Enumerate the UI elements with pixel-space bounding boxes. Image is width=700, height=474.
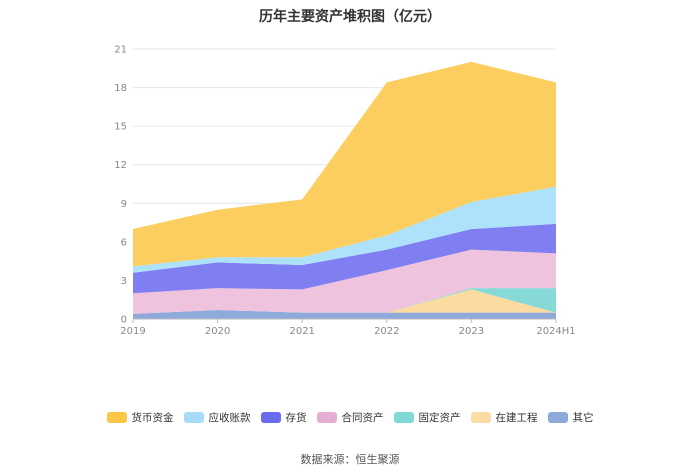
x-tick-label: 2019 — [120, 326, 145, 337]
legend-item[interactable]: 存货 — [260, 410, 307, 425]
x-tick-label: 2020 — [205, 326, 230, 337]
y-tick-label: 12 — [114, 160, 127, 171]
area-series-合同资产 — [133, 249, 556, 314]
legend-item[interactable]: 固定资产 — [393, 410, 461, 425]
area-series-货币资金 — [133, 61, 556, 267]
data-source-note: 数据来源：恒生聚源 — [300, 453, 400, 466]
legend-label: 存货 — [285, 412, 307, 424]
legend-label: 合同资产 — [341, 412, 384, 424]
legend-label: 货币资金 — [131, 412, 174, 424]
axes: 0 3 6 9 12 15 18 21 2019 2020 2021 2022 2023 2024H1 — [114, 45, 575, 338]
legend-swatch — [393, 412, 414, 423]
legend-label: 应收账款 — [208, 412, 251, 424]
x-tick-label: 2022 — [374, 326, 399, 337]
legend-item[interactable]: 合同资产 — [316, 410, 384, 425]
area-series-固定资产 — [133, 288, 556, 314]
area-series-在建工程 — [133, 289, 556, 314]
area-series-应收账款 — [133, 186, 556, 273]
legend-item[interactable]: 在建工程 — [470, 410, 538, 425]
chart-title: 历年主要资产堆积图（亿元） — [259, 9, 441, 25]
y-tick-label: 0 — [121, 315, 127, 326]
legend-swatch — [547, 412, 568, 423]
y-tick-label: 21 — [114, 45, 127, 56]
y-tick-label: 3 — [121, 276, 127, 287]
legend-swatch — [183, 412, 204, 423]
legend-label: 在建工程 — [495, 412, 538, 424]
legend-swatch — [106, 412, 127, 423]
legend-swatch — [260, 412, 281, 423]
y-tick-label: 9 — [121, 199, 127, 210]
legend-item[interactable]: 货币资金 — [106, 410, 174, 425]
y-tick-label: 18 — [114, 83, 127, 94]
legend-label: 其它 — [572, 412, 594, 424]
area-series-其它 — [133, 310, 556, 319]
legend-item[interactable]: 应收账款 — [183, 410, 251, 425]
area-series-group — [133, 61, 556, 319]
x-tick-label: 2023 — [459, 326, 484, 337]
legend-swatch — [316, 412, 337, 423]
x-tick-label: 2024H1 — [536, 326, 575, 337]
legend-label: 固定资产 — [418, 412, 461, 424]
legend-swatch — [470, 412, 491, 423]
area-series-存货 — [133, 223, 556, 294]
y-tick-label: 6 — [121, 237, 127, 248]
x-tick-label: 2021 — [289, 326, 314, 337]
stacked-area-chart: 0 3 6 9 12 15 18 21 2019 2020 2021 2022 2023 2024H1 — [114, 45, 575, 338]
legend: 货币资金 应收账款 存货 合同资产 固定资产 在建工程 其它 — [0, 410, 700, 425]
legend-item[interactable]: 其它 — [547, 410, 594, 425]
y-tick-label: 15 — [114, 122, 127, 133]
